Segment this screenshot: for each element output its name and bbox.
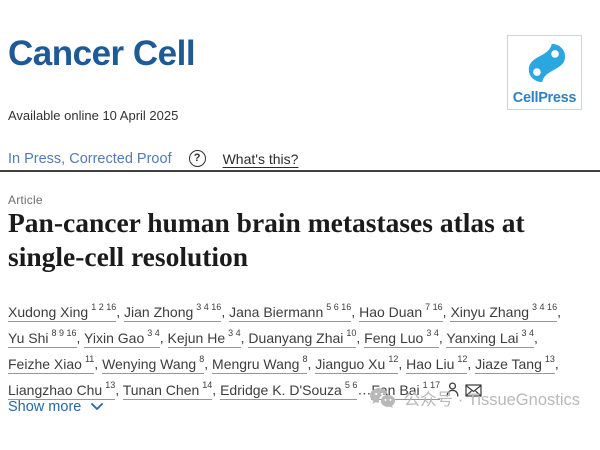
author-separator: , — [115, 382, 123, 399]
cellpress-swirl-icon — [528, 43, 566, 83]
author-separator: , — [212, 382, 221, 399]
author-separator: , — [438, 329, 447, 346]
cellpress-logo-text: CellPress — [512, 90, 577, 106]
author-separator: , — [94, 355, 103, 372]
author-link[interactable]: Kejun He 3 4 — [167, 328, 241, 348]
article-type-label: Article — [8, 193, 43, 207]
author-separator: , — [204, 355, 213, 372]
author-separator: , — [467, 355, 476, 372]
author-separator: , — [554, 355, 559, 372]
author-link[interactable]: Yixin Gao 3 4 — [84, 328, 160, 348]
available-online-date: Available online 10 April 2025 — [8, 108, 179, 123]
author-separator: , — [307, 355, 316, 372]
author-list: Xudong Xing 1 2 16, Jian Zhong 3 4 16, Jan… — [8, 302, 561, 401]
chevron-down-icon — [91, 403, 104, 410]
author-link[interactable]: Duanyang Zhai 10 — [248, 328, 357, 348]
show-more-label: Show more — [8, 399, 82, 415]
email-icon[interactable] — [465, 384, 482, 397]
author-link[interactable]: Feizhe Xiao 11 — [8, 354, 95, 374]
author-link[interactable]: Jianguo Xu 12 — [315, 354, 399, 374]
in-press-status-link[interactable]: In Press, Corrected Proof — [8, 150, 172, 167]
wechat-icon — [369, 388, 395, 408]
author-link[interactable]: Edridge K. D'Souza 5 6 — [220, 380, 358, 401]
author-link[interactable]: Yanxing Lai 3 4 — [446, 328, 535, 348]
show-more-button[interactable]: Show more — [8, 399, 104, 415]
header-divider — [0, 170, 600, 172]
whats-this-link[interactable]: What's this? — [222, 150, 299, 167]
author-separator: , — [76, 329, 85, 346]
author-link[interactable]: Tunan Chen 14 — [122, 380, 213, 401]
watermark: 公众号 · TissueGnostics — [369, 386, 580, 410]
author-link[interactable]: Jiaze Tang 13 — [475, 354, 555, 374]
author-link[interactable]: Hao Liu 12 — [406, 354, 468, 374]
author-link[interactable]: Xinyu Zhang 3 4 16 — [450, 302, 558, 322]
author-separator: , — [534, 329, 538, 346]
author-link[interactable]: Hao Duan 7 16 — [359, 302, 443, 322]
author-link[interactable]: Jian Zhong 3 4 16 — [124, 302, 222, 322]
author-separator: , — [442, 303, 451, 320]
author-separator: , — [159, 329, 168, 346]
journal-logo[interactable]: Cancer Cell — [8, 34, 196, 73]
author-separator: , — [116, 303, 124, 320]
help-question-icon[interactable]: ? — [188, 150, 206, 167]
publication-status-row: In Press, Corrected Proof ? What's this? — [8, 150, 298, 167]
author-link[interactable]: Mengru Wang 8 — [212, 354, 308, 374]
cellpress-logo[interactable]: CellPress — [507, 35, 582, 110]
author-link[interactable]: Xudong Xing 1 2 16 — [8, 302, 117, 322]
author-link[interactable]: Liangzhao Chu 13 — [8, 380, 116, 401]
author-link[interactable]: Jana Biermann 5 6 16 — [229, 302, 352, 322]
author-link[interactable]: Yu Shi 8 9 16 — [8, 328, 77, 348]
watermark-text: 公众号 · TissueGnostics — [403, 391, 580, 409]
author-separator: , — [356, 329, 365, 346]
author-separator: , — [221, 303, 230, 320]
author-link[interactable]: Wenying Wang 8 — [102, 354, 205, 374]
author-separator: , — [398, 355, 407, 372]
author-link[interactable]: Feng Luo 3 4 — [364, 328, 439, 348]
author-separator: , — [557, 303, 561, 320]
article-title: Pan-cancer human brain metastases atlas … — [8, 207, 525, 272]
author-profile-icon[interactable] — [446, 382, 459, 397]
author-separator: , — [351, 303, 360, 320]
author-separator: , — [240, 329, 249, 346]
